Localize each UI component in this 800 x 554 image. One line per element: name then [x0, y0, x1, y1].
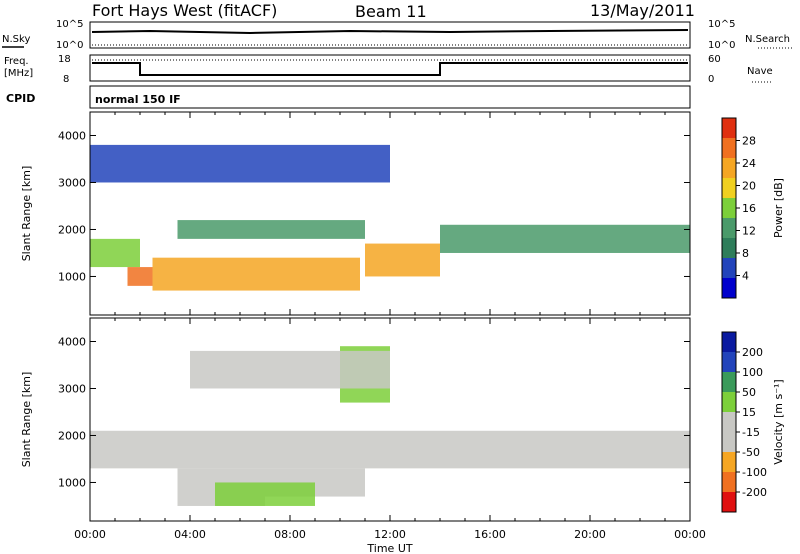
velocity-colorbar-seg-1 — [722, 472, 736, 492]
velocity-colorbar-frame — [721, 331, 737, 513]
velocity-band-3 — [215, 482, 315, 506]
velocity-band-5 — [190, 350, 390, 389]
velocity-colorbar-seg-5 — [722, 392, 736, 412]
power-colorbar-seg-0 — [722, 278, 736, 298]
velocity-bands — [90, 346, 690, 506]
power-band-4 — [365, 243, 440, 277]
power-band-6 — [90, 144, 390, 183]
power-colorbar-seg-3 — [722, 218, 736, 238]
power-colorbar-tick-label-3: 16 — [742, 202, 756, 215]
velocity-colorbar-seg-3 — [722, 432, 736, 452]
velocity-ytick-label-0: 1000 — [58, 476, 86, 489]
power-colorbar-seg-4 — [722, 198, 736, 218]
power-band-2 — [152, 257, 360, 291]
velocity-ytick-label-1: 2000 — [58, 429, 86, 442]
power-colorbar-tick-label-6: 4 — [742, 270, 749, 283]
velocity-xtick-label-1: 04:00 — [174, 528, 206, 541]
freq-tick-lo: 8 — [63, 74, 69, 85]
power-band-3 — [177, 220, 365, 239]
power-band-1 — [127, 267, 153, 286]
cpid-frame — [89, 85, 691, 109]
velocity-xtick-label-4: 16:00 — [474, 528, 506, 541]
velocity-xtick-label-6: 00:00 — [674, 528, 706, 541]
velocity-colorbar-tick-label-7: -200 — [742, 486, 767, 499]
velocity-ylabel: Slant Range [km] — [20, 372, 33, 468]
nave-label: Nave — [747, 66, 773, 77]
velocity-colorbar-seg-6 — [722, 372, 736, 392]
velocity-band-0 — [90, 430, 690, 469]
velocity-xtick-label-5: 20:00 — [574, 528, 606, 541]
power-ylabel: Slant Range [km] — [20, 166, 33, 262]
power-colorbar-tick-label-2: 20 — [742, 180, 756, 193]
power-ytick-label-3: 4000 — [58, 129, 86, 142]
power-colorbar-tick-label-0: 28 — [742, 135, 756, 148]
velocity-colorbar-tick-label-0: 200 — [742, 346, 763, 359]
freq-tick-hi: 18 — [58, 54, 71, 65]
velocity-colorbar-tick-label-5: -50 — [742, 446, 760, 459]
power-colorbar-tick-label-5: 8 — [742, 247, 749, 260]
velocity-colorbar-seg-4 — [722, 412, 736, 432]
power-colorbar-seg-7 — [722, 138, 736, 158]
cpid-panel: CPID normal 150 IF — [6, 85, 691, 109]
freq-frame — [89, 54, 691, 82]
power-band-0 — [90, 238, 140, 268]
beam-title: Beam 11 — [355, 2, 427, 21]
freq-trace — [92, 62, 688, 76]
nsky-label: N.Sky — [2, 34, 30, 45]
nave-tick-lo: 0 — [708, 74, 714, 85]
cpid-label: CPID — [6, 92, 35, 105]
nave-tick-hi: 60 — [708, 54, 721, 65]
velocity-panel: 1000 2000 3000 4000 00:00 04:00 08:00 12:00 16:0… — [20, 317, 785, 554]
velocity-colorbar-tick-label-3: 15 — [742, 406, 756, 419]
power-colorbar-seg-5 — [722, 178, 736, 198]
velocity-colorbar-seg-7 — [722, 352, 736, 372]
velocity-colorbar-seg-0 — [722, 492, 736, 512]
date-title: 13/May/2011 — [590, 1, 695, 20]
power-ytick-label-2: 3000 — [58, 176, 86, 189]
nsky-panel: N.Sky 10^5 10^0 10^5 10^0 N.Search — [2, 19, 792, 51]
nsearch-label: N.Search — [745, 34, 790, 45]
velocity-ytick-label-2: 3000 — [58, 382, 86, 395]
nsearch-tick-hi: 10^5 — [708, 19, 735, 30]
nsearch-tick-lo: 10^0 — [708, 40, 735, 51]
power-panel: 1000 2000 3000 4000 Slant Range [km] 28 24 20 16… — [20, 111, 785, 316]
velocity-colorbar-tick-label-1: 100 — [742, 366, 763, 379]
velocity-xlabel: Time UT — [366, 542, 412, 554]
nsky-tick-hi: 10^5 — [56, 19, 83, 30]
power-ytick-label-1: 2000 — [58, 223, 86, 236]
velocity-xtick-label-3: 12:00 — [374, 528, 406, 541]
station-title: Fort Hays West (fitACF) — [92, 1, 277, 20]
power-bands — [90, 144, 690, 291]
power-colorbar-seg-6 — [722, 158, 736, 178]
freq-label: Freq. — [4, 56, 29, 67]
velocity-colorbar-seg-8 — [722, 332, 736, 352]
power-colorbar-seg-2 — [722, 238, 736, 258]
power-colorbar-tick-label-4: 12 — [742, 225, 756, 238]
velocity-colorbar-seg-2 — [722, 452, 736, 472]
nsky-trace — [91, 29, 689, 35]
velocity-xtick-label-0: 00:00 — [74, 528, 106, 541]
power-colorbar-tick-label-1: 24 — [742, 157, 756, 170]
velocity-ytick-label-3: 4000 — [58, 335, 86, 348]
power-colorbar-label: Power [dB] — [772, 178, 785, 238]
power-band-5 — [440, 224, 690, 253]
velocity-colorbar-tick-label-6: -100 — [742, 466, 767, 479]
velocity-colorbar-tick-label-4: -15 — [742, 426, 760, 439]
power-colorbar-seg-1 — [722, 258, 736, 278]
power-colorbar-seg-8 — [722, 118, 736, 138]
freq-unit: [MHz] — [4, 68, 33, 79]
velocity-colorbar-tick-label-2: 50 — [742, 386, 756, 399]
nsky-tick-lo: 10^0 — [56, 40, 83, 51]
cpid-value: normal 150 IF — [95, 93, 181, 106]
power-ytick-label-0: 1000 — [58, 270, 86, 283]
nsky-frame — [89, 21, 691, 49]
velocity-xtick-label-2: 08:00 — [274, 528, 306, 541]
freq-panel: Freq. [MHz] 18 8 60 0 Nave — [4, 54, 773, 85]
velocity-colorbar-label: Velocity [m s⁻¹] — [772, 379, 785, 464]
